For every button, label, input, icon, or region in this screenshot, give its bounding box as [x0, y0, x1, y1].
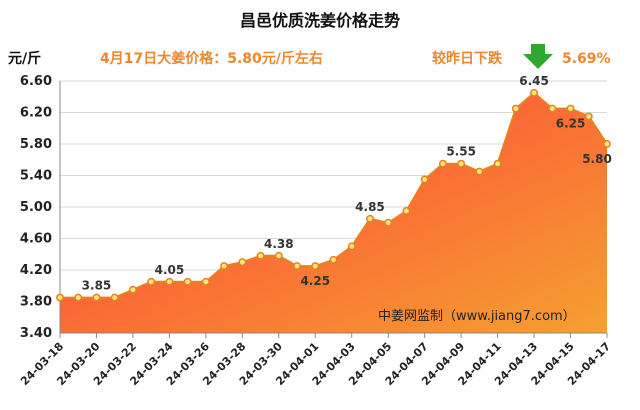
y-tick-labels: 3.40 3.80 4.20 4.60 5.00 5.40 5.80 6.20 6.60	[20, 74, 52, 341]
data-point	[384, 218, 393, 227]
data-label: 4.05	[155, 263, 185, 277]
data-point	[110, 293, 119, 302]
change-annotation: 较昨日下跌	[432, 50, 503, 67]
data-point	[274, 251, 283, 260]
data-point	[530, 88, 539, 97]
data-point	[548, 104, 557, 113]
data-label: 6.45	[519, 74, 549, 88]
change-percent: 5.69%	[562, 51, 611, 67]
y-tick-label: 3.40	[20, 326, 52, 341]
data-point	[293, 262, 301, 271]
data-point	[92, 293, 101, 302]
price-area	[60, 92, 607, 333]
data-label: 3.85	[82, 279, 112, 293]
y-tick-label: 4.60	[20, 232, 52, 247]
data-point	[147, 277, 156, 286]
y-tick-label: 3.80	[20, 295, 52, 310]
data-point	[201, 277, 210, 286]
watermark: 中姜网监制（www.jiang7.com）	[378, 309, 576, 324]
data-point	[165, 277, 174, 286]
data-point	[584, 112, 593, 121]
x-tick-labels: 24-03-1824-03-2024-03-2224-03-2424-03-26…	[18, 333, 613, 388]
y-tick-label: 6.60	[20, 74, 52, 89]
data-labels: 3.85 4.05 4.38 4.25 4.85 5.55 6.45 6.25 5.80	[82, 74, 612, 293]
data-point	[128, 285, 137, 294]
data-point	[347, 242, 356, 251]
data-label: 4.25	[300, 274, 330, 288]
data-point	[220, 262, 229, 271]
data-point	[402, 206, 411, 215]
data-point	[493, 159, 502, 168]
data-point	[438, 159, 447, 168]
data-label: 5.55	[446, 145, 476, 159]
data-point	[311, 262, 320, 271]
y-tick-label: 5.00	[20, 200, 52, 215]
data-point	[366, 214, 374, 223]
data-point	[420, 175, 429, 184]
y-tick-label: 6.20	[20, 106, 52, 121]
data-label: 4.38	[264, 237, 294, 251]
price-annotation: 4月17日大姜价格：5.80元/斤左右	[100, 50, 323, 67]
y-tick-label: 5.80	[20, 137, 52, 152]
data-point	[603, 140, 611, 148]
data-point	[566, 104, 575, 113]
data-label: 6.25	[556, 117, 586, 131]
data-point	[475, 167, 484, 176]
data-point	[329, 255, 338, 264]
data-label: 5.80	[582, 152, 612, 166]
data-point	[74, 293, 83, 302]
down-arrow-icon	[523, 44, 553, 69]
y-tick-label: 4.20	[20, 263, 52, 278]
data-point	[238, 258, 247, 267]
data-label: 4.85	[355, 200, 385, 214]
chart-title: 昌邑优质洗姜价格走势	[240, 11, 400, 30]
data-point	[56, 293, 64, 302]
axes	[59, 81, 607, 334]
data-point	[256, 251, 265, 260]
data-point	[457, 159, 466, 168]
y-axis-unit: 元/斤	[8, 50, 41, 67]
data-markers	[56, 88, 611, 302]
data-point	[183, 277, 192, 286]
data-point	[511, 104, 520, 113]
y-tick-label: 5.40	[20, 169, 52, 184]
